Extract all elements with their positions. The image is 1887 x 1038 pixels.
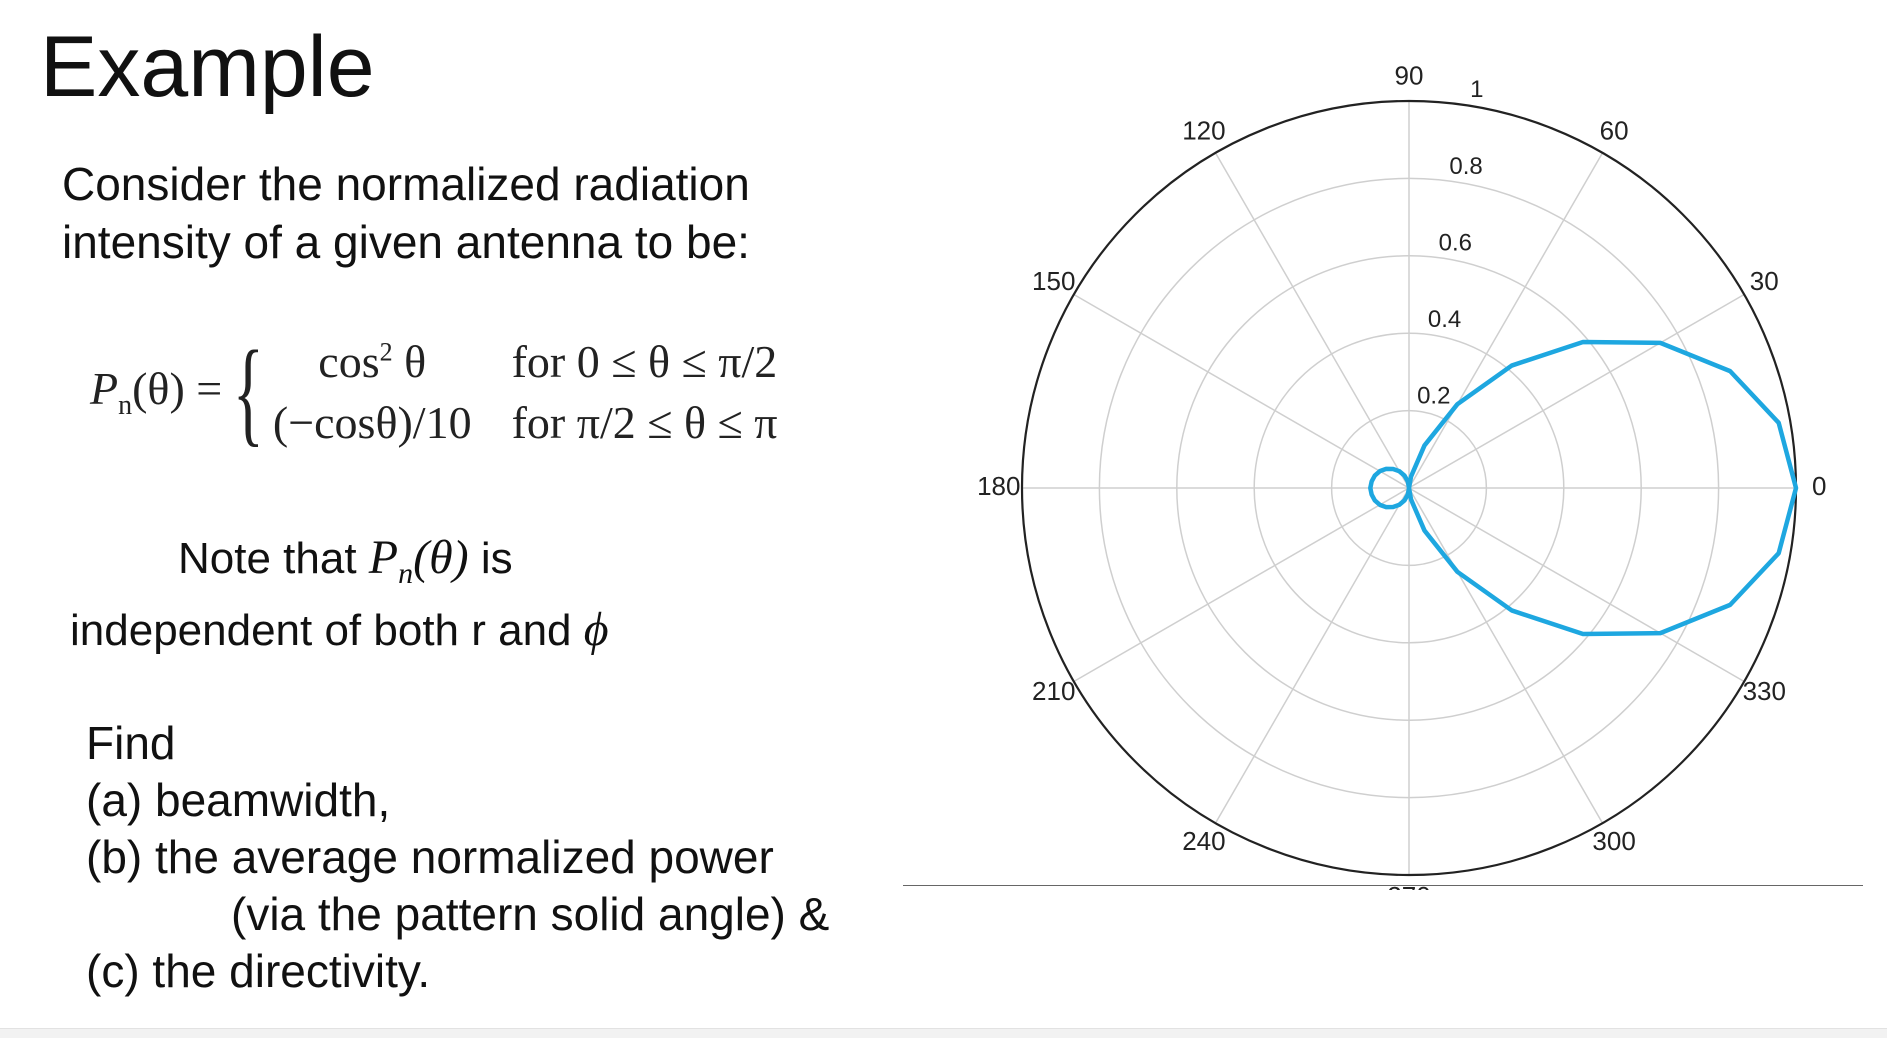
equation-lhs: Pn(θ) = xyxy=(90,362,222,422)
angle-tick-label: 180 xyxy=(977,471,1020,501)
find-item-c: (c) the directivity. xyxy=(86,945,431,997)
radiation-pattern-series xyxy=(1368,339,1799,637)
find-item-a: (a) beamwidth, xyxy=(86,774,391,826)
note-symbol-p: P xyxy=(368,531,399,584)
piecewise-brace: { xyxy=(232,325,265,457)
case-2-expression: (−cosθ)/10 xyxy=(272,397,472,448)
note-symbol-subscript: n xyxy=(398,556,414,590)
case-1-exponent: 2 xyxy=(379,337,393,367)
radial-tick-label: 0.4 xyxy=(1428,306,1461,333)
case-1-cos: cos xyxy=(318,336,380,387)
radiation-intensity-equation: Pn(θ) = { cos2 θ for 0 ≤ θ ≤ π/2 (−cosθ)… xyxy=(90,325,778,457)
note-symbol-phi: ϕ xyxy=(583,602,609,656)
angle-tick-label: 240 xyxy=(1182,826,1225,856)
find-list: Find (a) beamwidth, (b) the average norm… xyxy=(86,715,829,1000)
angle-tick-label: 120 xyxy=(1182,116,1225,146)
bottom-band xyxy=(0,1028,1887,1038)
note-line-2-prefix: independent of both r and xyxy=(70,605,584,655)
angle-tick-label: 330 xyxy=(1743,676,1786,706)
note-text: Note that Pn(θ) is independent of both r… xyxy=(70,530,609,659)
intro-line-1: Consider the normalized radiation xyxy=(62,158,750,210)
angle-tick-label: 30 xyxy=(1750,266,1779,296)
find-heading: Find xyxy=(86,717,176,769)
radial-tick-label: 1 xyxy=(1470,76,1483,103)
radial-tick-label: 0.2 xyxy=(1417,383,1450,410)
polar-chart: 03060901201501802102402703003300.20.40.6… xyxy=(930,60,1860,911)
equation-lhs-symbol: P xyxy=(90,363,119,414)
radial-tick-label: 0.8 xyxy=(1449,153,1482,180)
angle-tick-label: 0 xyxy=(1812,471,1826,501)
polar-plot-svg: 03060901201501802102402703003300.20.40.6… xyxy=(977,61,1826,911)
note-line-1-prefix: Note that xyxy=(178,534,369,583)
note-symbol-theta: (θ) xyxy=(413,531,469,584)
note-line-2: independent of both r and ϕ xyxy=(70,602,609,659)
piecewise-cases: cos2 θ for 0 ≤ θ ≤ π/2 (−cosθ)/10 for π/… xyxy=(273,335,778,449)
angle-tick-label: 300 xyxy=(1592,826,1635,856)
find-item-b-continued: (via the pattern solid angle) & xyxy=(231,888,830,940)
case-1-expression: cos2 θ xyxy=(273,335,472,388)
intro-text: Consider the normalized radiation intens… xyxy=(62,155,750,271)
note-line-1: Note that Pn(θ) is xyxy=(70,530,609,602)
angle-tick-label: 210 xyxy=(1032,676,1075,706)
case-1-variable: θ xyxy=(392,336,427,387)
equation-lhs-subscript: n xyxy=(118,390,133,421)
angle-tick-label: 90 xyxy=(1395,61,1424,91)
radial-tick-label: 0.6 xyxy=(1439,229,1472,256)
angle-tick-label: 60 xyxy=(1600,116,1629,146)
case-2-condition: for π/2 ≤ θ ≤ π xyxy=(511,397,778,448)
angle-tick-label: 150 xyxy=(1032,266,1075,296)
equation-lhs-rest: (θ) = xyxy=(132,363,223,414)
slide-title: Example xyxy=(40,19,375,115)
find-item-b: (b) the average normalized power xyxy=(86,831,774,883)
chart-baseline-rule xyxy=(903,885,1863,886)
case-1-condition: for 0 ≤ θ ≤ π/2 xyxy=(511,336,778,387)
note-line-1-suffix: is xyxy=(468,534,513,583)
intro-line-2: intensity of a given antenna to be: xyxy=(62,216,750,268)
